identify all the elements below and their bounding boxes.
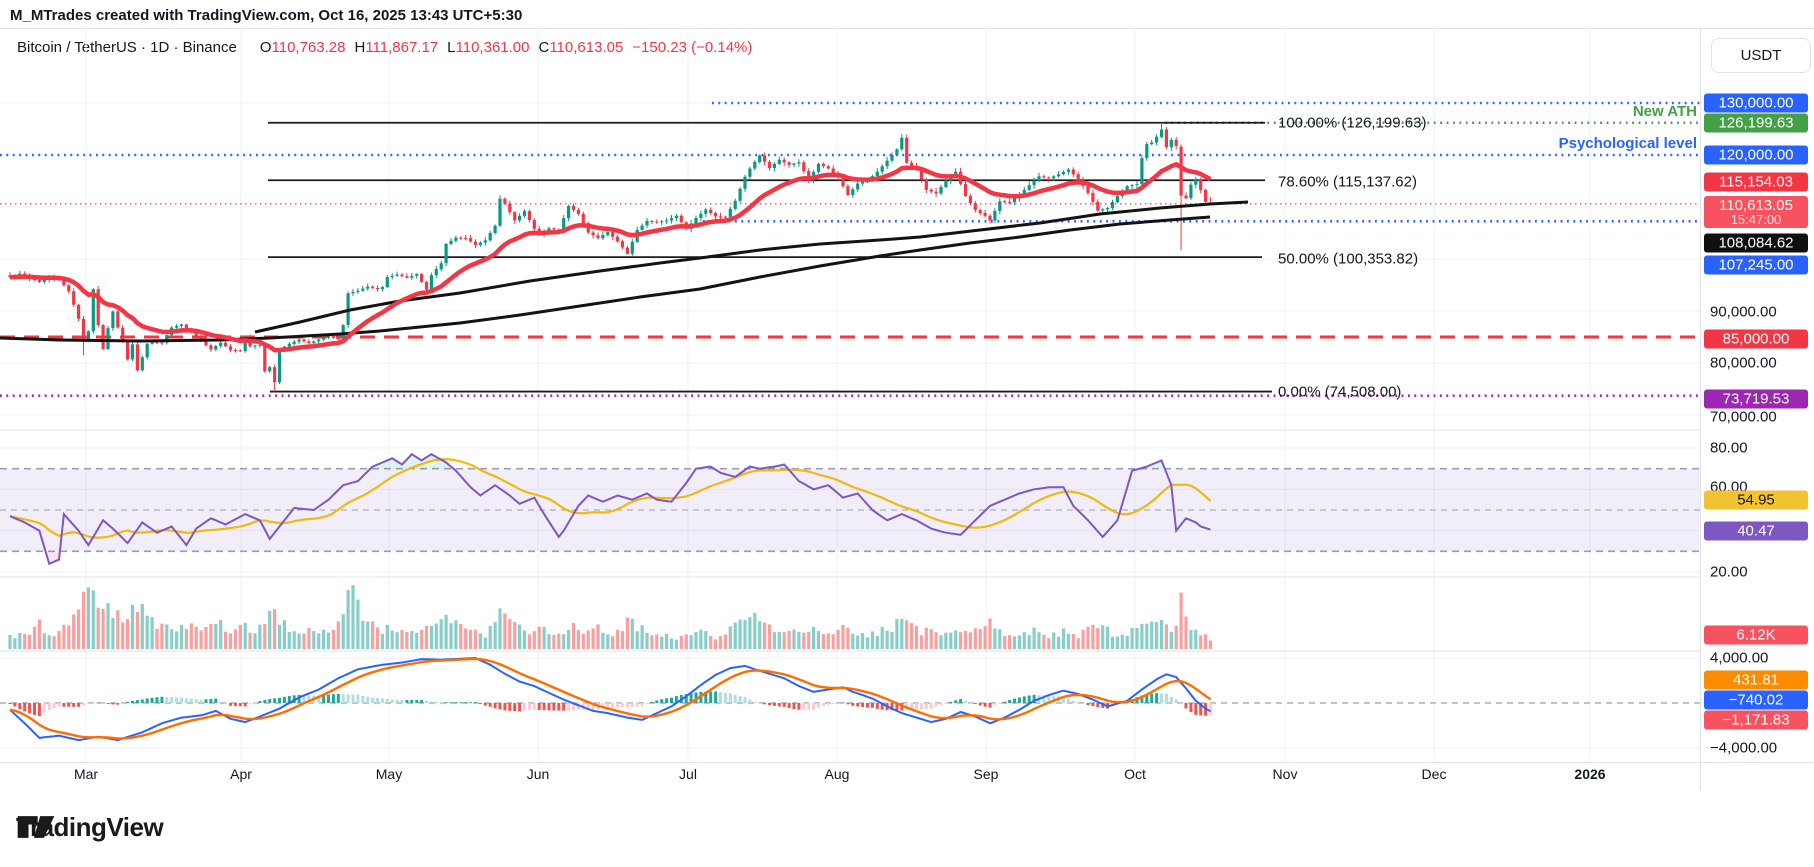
price-scale-label: 115,154.03: [1704, 172, 1808, 192]
price-scale-label: 4,000.00: [1710, 649, 1769, 667]
price-scale-label: −1,171.83: [1704, 710, 1808, 730]
header-divider: [0, 28, 1814, 29]
price-scale-label: 107,245.00: [1704, 255, 1808, 275]
time-axis-label[interactable]: Mar: [73, 766, 99, 782]
ohlc-close-key: C: [538, 39, 550, 56]
price-scale-label: 6.12K: [1704, 625, 1808, 645]
ohlc-open-key: O: [259, 39, 272, 56]
macd-histogram: [8, 691, 1212, 717]
time-axis-label[interactable]: Jul: [679, 766, 697, 782]
time-axis-label[interactable]: Jun: [526, 766, 550, 782]
symbol-legend[interactable]: Bitcoin / TetherUS · 1D · Binance O110,76…: [17, 39, 752, 56]
price-scale-label: 73,719.53: [1704, 389, 1808, 409]
time-axis-label[interactable]: Aug: [824, 766, 850, 782]
time-axis-label[interactable]: May: [375, 766, 403, 782]
price-scale-label: 80,000.00: [1710, 354, 1777, 372]
price-scale-label: 85,000.00: [1704, 329, 1808, 349]
time-axis-divider: [0, 762, 1814, 763]
ohlc-close-value: 110,613.05: [549, 39, 624, 56]
ohlc-open-value: 110,763.28: [271, 39, 346, 56]
currency-unit-button[interactable]: USDT: [1711, 38, 1811, 73]
price-scale-label: 108,084.62: [1704, 233, 1808, 253]
volume-bars: [8, 585, 1213, 649]
ohlc-low-value: 110,361.00: [455, 39, 530, 56]
tradingview-logo-icon: [17, 816, 55, 838]
fib-level-label: 50.00% (100,353.82): [1278, 250, 1419, 268]
price-scale-label: −740.02: [1704, 690, 1808, 710]
change-value: −150.23 (−0.14%): [632, 39, 753, 56]
countdown-timer: 15:47:00: [1730, 212, 1782, 227]
tradingview-logo[interactable]: TradingView: [16, 812, 164, 843]
time-axis-label[interactable]: Dec: [1421, 766, 1447, 782]
price-scale-label: 70,000.00: [1710, 408, 1777, 426]
price-scale-label: −4,000.00: [1710, 739, 1778, 757]
time-axis-label[interactable]: Apr: [230, 766, 252, 782]
price-scale-label: 130,000.00: [1704, 93, 1808, 113]
price-scale-label: 431.81: [1704, 670, 1808, 690]
price-scale-label: 80.00: [1710, 439, 1748, 457]
time-axis-label[interactable]: Sep: [973, 766, 999, 782]
time-axis-label[interactable]: Oct: [1124, 766, 1146, 782]
price-scale-label: 20.00: [1710, 563, 1748, 581]
price-axis-divider: [1700, 28, 1701, 790]
ohlc-high-key: H: [354, 39, 366, 56]
price-scale-label: 120,000.00: [1704, 145, 1808, 165]
symbol-title[interactable]: Bitcoin / TetherUS · 1D · Binance: [17, 39, 237, 56]
price-scale-label: 110,613.05 15:47:00: [1704, 196, 1808, 228]
psychological-level-annotation: Psychological level: [1558, 135, 1697, 152]
fib-level-label: 78.60% (115,137.62): [1278, 173, 1417, 191]
price-scale-label: 40.47: [1704, 521, 1808, 541]
price-scale-label: 126,199.63: [1704, 113, 1808, 133]
time-axis-label[interactable]: 2026: [1574, 766, 1606, 782]
ohlc-low-key: L: [447, 39, 456, 56]
fib-level-label: 0.00% (74,508.00): [1278, 383, 1402, 401]
price-scale-label: 90,000.00: [1710, 303, 1777, 321]
price-scale-label: 54.95: [1704, 490, 1808, 510]
time-axis-label[interactable]: Nov: [1272, 766, 1298, 782]
attribution-text: M_MTrades created with TradingView.com, …: [10, 7, 523, 24]
ohlc-high-value: 111,867.17: [365, 39, 439, 56]
fib-level-label: 100.00% (126,199.63): [1278, 114, 1427, 132]
new-ath-annotation: New ATH: [1632, 103, 1697, 120]
